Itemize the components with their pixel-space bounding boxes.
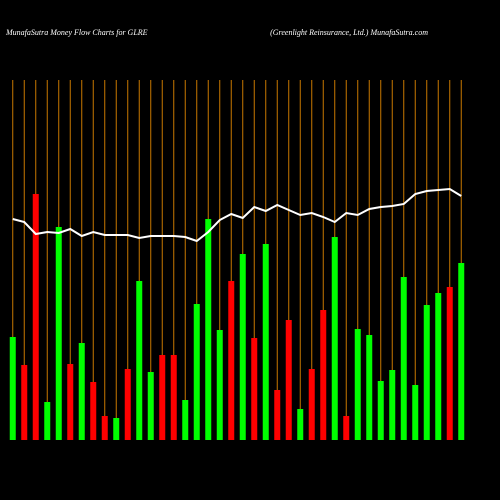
bar <box>21 365 28 440</box>
bar <box>262 244 269 440</box>
bar <box>67 364 74 440</box>
bar <box>9 337 16 440</box>
bar <box>389 370 396 440</box>
bar <box>320 310 327 440</box>
bar <box>354 329 361 440</box>
bar <box>44 402 51 440</box>
bar <box>205 219 212 440</box>
bar <box>308 369 315 440</box>
bar <box>446 287 453 440</box>
bar <box>113 418 120 440</box>
bar <box>170 355 177 440</box>
bar <box>377 381 384 440</box>
bar <box>159 355 166 440</box>
bar <box>228 281 235 440</box>
bar <box>136 281 143 440</box>
bar <box>435 293 442 440</box>
bar <box>124 369 131 440</box>
bar <box>193 304 200 440</box>
bar <box>458 263 465 440</box>
money-flow-line <box>12 187 462 243</box>
chart-title: MunafaSutra Money Flow Charts for GLRE <box>5 28 148 37</box>
bar <box>147 372 154 440</box>
chart-subtitle: (Greenlight Reinsurance, Ltd.) MunafaSut… <box>270 28 428 37</box>
bar <box>366 335 373 440</box>
bar <box>251 338 258 440</box>
bar <box>101 416 108 440</box>
bar <box>331 237 338 440</box>
bar <box>412 385 419 440</box>
bar <box>182 400 189 440</box>
bar <box>78 343 85 440</box>
bar <box>285 320 292 440</box>
bar <box>55 227 62 440</box>
bar <box>90 382 97 440</box>
bar <box>32 194 39 440</box>
bar <box>274 390 281 440</box>
bar <box>400 277 407 440</box>
bar <box>297 409 304 440</box>
bar <box>239 254 246 440</box>
bar <box>423 305 430 440</box>
bar <box>216 330 223 440</box>
bar <box>343 416 350 440</box>
